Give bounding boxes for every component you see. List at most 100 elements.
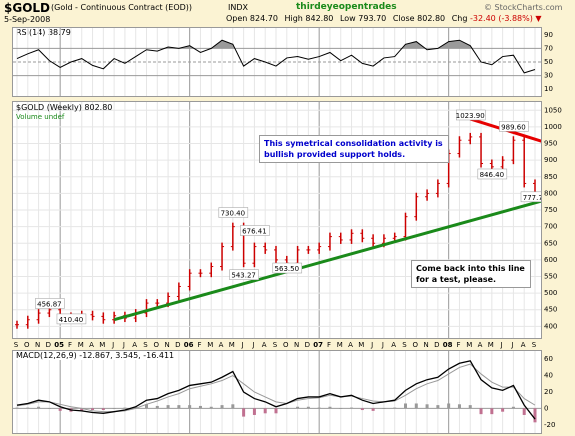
chart-header: $GOLD (Gold - Continuous Contract (EOD))… (4, 1, 572, 27)
price-label-text: 543.27 (231, 272, 256, 280)
macd-histogram-bar (263, 408, 267, 414)
macd-histogram-bar (145, 404, 148, 409)
copyright: © StockCharts.com (484, 3, 563, 12)
macd-histogram-bar (274, 408, 278, 414)
price-plot: 456.87 410.40 730.40 676.41 543.27 563.50 1023… (13, 102, 541, 338)
macd-histogram-bar (490, 408, 494, 415)
price-label: 676.41 (240, 225, 270, 236)
macd-histogram-bar (155, 405, 159, 409)
macd-histogram-bar (47, 408, 51, 409)
x-tick-label: J (111, 341, 114, 349)
macd-histogram-bar (198, 405, 202, 409)
macd-histogram-bar (177, 405, 181, 409)
price-tick-label: 900 (544, 156, 557, 164)
macd-histogram-bar (15, 407, 19, 409)
x-tick-label: S (143, 341, 148, 349)
price-label-text: 1023.90 (456, 112, 485, 120)
price-tick-label: 1000 (544, 123, 562, 131)
macd-signal-line (16, 363, 536, 413)
chg-value: -32.40 (-3.88%) (469, 14, 533, 23)
x-tick-label: O (24, 341, 30, 349)
macd-histogram-bar (188, 405, 192, 409)
macd-line (16, 360, 536, 420)
x-tick-label: 06 (184, 341, 194, 349)
exchange: INDX (228, 3, 248, 12)
x-tick-label: J (241, 341, 244, 349)
down-arrow-icon: ▼ (535, 14, 542, 23)
price-tick-label: 700 (544, 223, 557, 231)
x-tick-label: D (175, 341, 180, 349)
rsi-overbought-fill (17, 40, 535, 49)
macd-histogram-bar (166, 405, 170, 409)
x-tick-label: A (132, 341, 137, 349)
low-label: Low (339, 14, 356, 23)
x-tick-label: O (413, 341, 419, 349)
rsi-title: RSI(14) 38.79 (16, 28, 71, 37)
x-tick-label: J (122, 341, 125, 349)
x-tick-label: F (197, 341, 201, 349)
x-tick-label: 08 (443, 341, 453, 349)
macd-histogram-bar (91, 408, 95, 411)
rsi-axis: 10 30 50 70 90 (544, 31, 553, 93)
macd-histogram-bar (80, 408, 84, 411)
price-label: 563.50 (272, 262, 303, 274)
price-tick-label: 450 (544, 306, 557, 314)
macd-tick-label: -20 (544, 421, 555, 429)
macd-histogram-bar (414, 403, 418, 409)
x-tick-label: F (68, 341, 72, 349)
chg-label: Chg (451, 14, 468, 23)
ohlc-row: Open 824.70 High 842.80 Low 793.70 Close… (226, 14, 542, 23)
price-label: 777.70 (520, 191, 541, 203)
price-panel: 456.87 410.40 730.40 676.41 543.27 563.50 1023… (12, 101, 542, 339)
x-tick-label: M (207, 341, 213, 349)
price-label: 846.40 (477, 168, 508, 180)
macd-histogram-bar (242, 408, 246, 417)
macd-tick-label: 60 (544, 355, 553, 363)
x-tick-label: M (99, 341, 105, 349)
price-label: 543.27 (229, 269, 259, 280)
price-tick-label: 600 (544, 256, 557, 264)
close-value: 802.80 (417, 14, 446, 23)
price-axis: 400 450 500 550 600 650 700 750 800 850 900 950 1000… (544, 106, 562, 330)
price-tick-label: 400 (544, 322, 557, 330)
rsi-tick-label: 70 (544, 44, 553, 52)
x-tick-label: A (391, 341, 396, 349)
x-tick-label: S (532, 341, 537, 349)
x-tick-label: A (521, 341, 526, 349)
macd-histogram-bar (26, 407, 30, 409)
macd-histogram-bar (501, 408, 505, 412)
high-value: 842.80 (305, 14, 334, 23)
x-tick-label: A (348, 341, 353, 349)
x-tick-label: M (78, 341, 84, 349)
price-label-text: 456.87 (37, 300, 62, 308)
macd-histogram-bar (58, 408, 62, 411)
high-label: High (284, 14, 303, 23)
macd-histogram-bar (317, 407, 321, 409)
price-label-text: 676.41 (242, 227, 267, 235)
symbol-name: (Gold - Continuous Contract (EOD)) (51, 3, 193, 12)
symbol: $GOLD (4, 1, 51, 15)
x-tick-label: F (327, 341, 331, 349)
x-tick-label: N (423, 341, 428, 349)
macd-histogram-bar (533, 408, 537, 423)
macd-histogram-bar (123, 407, 127, 409)
macd-histogram-bar (220, 405, 224, 409)
macd-histogram-bar (479, 408, 483, 415)
macd-histogram-bar (393, 407, 397, 409)
price-tick-label: 800 (544, 189, 557, 197)
macd-tick-label: 20 (544, 388, 553, 396)
price-label-text: 563.50 (275, 265, 300, 273)
x-tick-label: 05 (54, 341, 64, 349)
close-label: Close (392, 14, 415, 23)
macd-histogram-bar (339, 408, 343, 409)
x-tick-label: D (434, 341, 439, 349)
open-label: Open (226, 14, 248, 23)
support-trendline (113, 199, 541, 322)
macd-histogram-bar (209, 406, 213, 409)
source-label: thirdeyeopentrades (296, 2, 397, 12)
price-tick-label: 1050 (544, 106, 562, 114)
macd-histogram-bar (425, 404, 429, 409)
price-tick-label: 500 (544, 289, 557, 297)
macd-tick-label: 40 (544, 372, 553, 380)
x-axis: S O N D 05 F M A M J J A S O N D 06 F M A M J J A S O N D 07 F M A M J J A S… (14, 341, 537, 349)
